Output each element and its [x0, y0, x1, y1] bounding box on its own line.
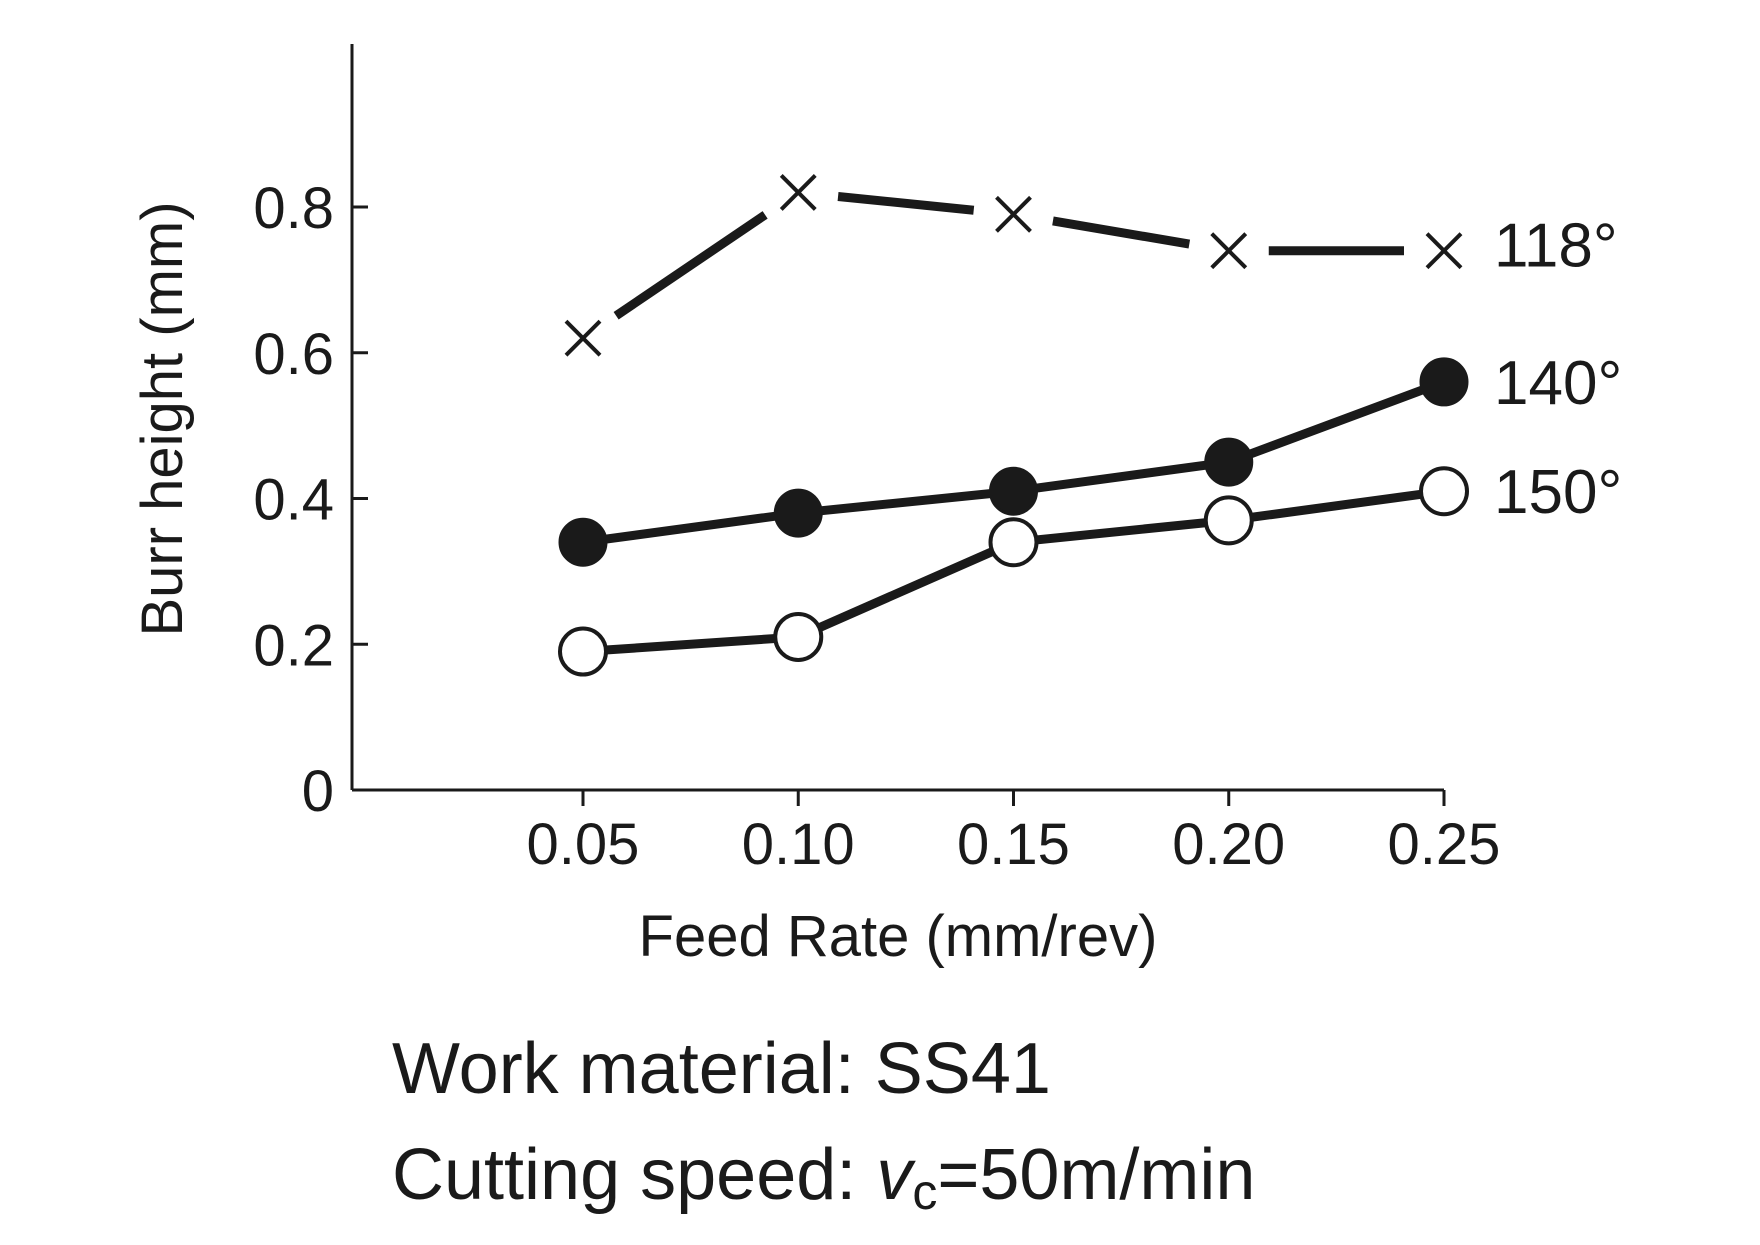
- cutting-speed-subscript: c: [912, 1164, 938, 1220]
- y-axis-title: Burr height (mm): [130, 201, 195, 636]
- series-2-point-2: [988, 517, 1039, 568]
- series-2-segment-1: [796, 538, 1016, 642]
- series-2-label: 150°: [1494, 458, 1622, 527]
- series-1-segment-3: [1227, 377, 1446, 467]
- series-1: 140°: [558, 349, 1622, 567]
- series-1-segment-0: [582, 508, 799, 547]
- series-0: 118°: [564, 174, 1618, 357]
- series-2-point-1: [773, 611, 824, 662]
- series-0-point-0-b: [564, 319, 602, 357]
- chart-notes: Work material: SS41 Cutting speed: vc=50…: [392, 1016, 1255, 1245]
- work-material-note: Work material: SS41: [392, 1029, 1051, 1109]
- burr-height-chart: 0.05 0.10 0.15 0.20 0.25 00.20.40.60.8 118°1…: [130, 44, 1622, 969]
- series-1-segment-1: [797, 486, 1014, 518]
- series-1-point-3: [1204, 437, 1254, 487]
- series-1-point-0: [558, 517, 608, 567]
- series-2-point-4: [1419, 466, 1469, 517]
- cutting-speed-prefix: Cutting speed:: [392, 1135, 877, 1215]
- series-layer: 118° 140° 150°: [558, 174, 1622, 677]
- series-0-point-0: [564, 319, 602, 357]
- series-0-point-1-b: [779, 174, 817, 211]
- series-2-segment-3: [1228, 486, 1445, 525]
- axes: [350, 44, 1444, 792]
- series-0-point-4: [1425, 232, 1463, 270]
- series-1-label: 140°: [1494, 349, 1622, 418]
- x-axis-title: Feed Rate (mm/rev): [639, 904, 1158, 969]
- y-tick-label-3: 0.6: [253, 322, 334, 387]
- x-tick-label-2: 0.15: [957, 812, 1070, 877]
- y-tick-label-2: 0.4: [253, 468, 334, 533]
- y-tick-label-4: 0.8: [253, 176, 334, 241]
- x-tick-label-4: 0.25: [1388, 812, 1501, 877]
- series-2-segment-0: [582, 632, 799, 657]
- y-axis-ticks: 0 0.2 0.4 0.6 0.8: [253, 176, 368, 824]
- series-0-point-3-b: [1210, 232, 1248, 270]
- cutting-speed-note: Cutting speed: vc=50m/min: [392, 1122, 1255, 1245]
- series-2: 150°: [558, 458, 1622, 677]
- x-tick-label-0: 0.05: [527, 812, 640, 877]
- series-1-point-1: [773, 488, 823, 538]
- x-tick-label-1: 0.10: [742, 812, 855, 877]
- cutting-speed-value: =50m/min: [937, 1135, 1256, 1215]
- series-0-point-3: [1210, 232, 1248, 270]
- y-tick-label-1: 0.2: [253, 613, 334, 678]
- series-2-point-0: [558, 626, 608, 677]
- series-0-label: 118°: [1494, 212, 1618, 281]
- series-0-segment-1: [837, 191, 975, 215]
- cutting-speed-variable: v: [876, 1135, 913, 1215]
- series-1-point-2: [989, 466, 1038, 516]
- series-2-segment-2: [1013, 515, 1230, 547]
- x-tick-label-3: 0.20: [1172, 812, 1285, 877]
- series-0-point-1: [779, 174, 817, 211]
- series-2-point-3: [1203, 495, 1254, 546]
- series-0-segment-2: [1052, 216, 1191, 249]
- series-0-point-2: [995, 195, 1032, 233]
- series-0-point-2-b: [995, 195, 1032, 233]
- y-tick-label-0: 0: [302, 759, 334, 824]
- series-1-point-4: [1419, 357, 1469, 407]
- series-0-point-4-b: [1425, 232, 1463, 270]
- x-axis-ticks: 0.05 0.10 0.15 0.20 0.25: [527, 790, 1501, 877]
- series-0-segment-0: [613, 211, 768, 320]
- series-1-segment-2: [1012, 457, 1230, 496]
